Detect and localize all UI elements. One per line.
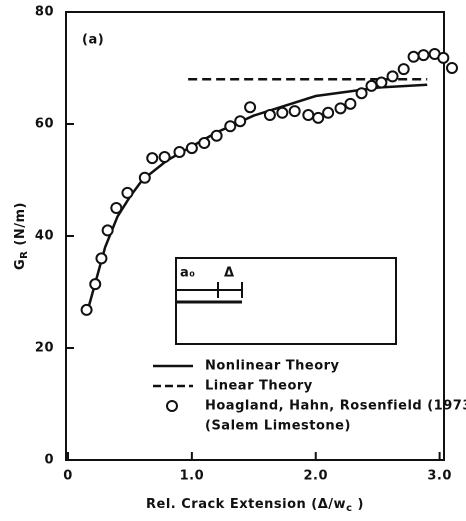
data-point — [185, 142, 198, 155]
data-point — [446, 62, 458, 74]
data-point — [417, 49, 430, 62]
inset — [175, 257, 397, 345]
inset-label: Δ — [224, 266, 235, 281]
data-point — [355, 87, 368, 100]
data-point — [146, 152, 159, 165]
x-tick-label: 2.0 — [303, 469, 328, 484]
data-point — [234, 115, 247, 128]
data-point — [288, 105, 301, 118]
data-point — [397, 63, 410, 76]
data-point — [138, 171, 151, 184]
data-point — [173, 146, 186, 158]
y-tick-label: 40 — [35, 229, 54, 244]
x-tick-label: 0 — [63, 469, 73, 484]
data-point — [386, 70, 399, 83]
y-axis-label: GR (N/m) — [13, 202, 31, 270]
data-point — [110, 202, 123, 214]
legend-marker — [166, 400, 178, 412]
data-point — [158, 151, 171, 164]
data-point — [312, 111, 325, 124]
x-tick-label: 1.0 — [180, 469, 205, 484]
data-point — [244, 101, 257, 114]
data-point — [224, 120, 237, 133]
x-tick-label: 3.0 — [427, 469, 452, 484]
data-point — [198, 137, 211, 150]
y-tick-label: 80 — [35, 5, 54, 20]
y-tick-label: 60 — [35, 117, 54, 132]
data-point — [302, 109, 315, 122]
data-point — [101, 224, 114, 237]
panel-label: (a) — [82, 33, 104, 48]
data-point — [80, 303, 93, 316]
data-point — [375, 76, 388, 89]
data-point — [210, 129, 223, 142]
data-point — [437, 51, 450, 64]
legend-label: Linear Theory — [205, 379, 313, 394]
inset-label: a₀ — [180, 266, 195, 281]
data-point — [95, 252, 108, 265]
curve — [85, 83, 428, 315]
data-point — [365, 79, 378, 92]
data-point — [344, 97, 357, 110]
data-point — [407, 50, 420, 63]
data-point — [121, 186, 134, 199]
legend-label: Nonlinear Theory — [205, 359, 340, 374]
y-tick-label: 20 — [35, 341, 54, 356]
x-axis-label: Rel. Crack Extension (Δ/wc ) — [146, 497, 364, 515]
data-point — [263, 109, 276, 122]
data-point — [322, 106, 335, 119]
data-point — [89, 278, 102, 291]
legend-note: (Salem Limestone) — [205, 419, 351, 434]
y-tick-label: 0 — [44, 453, 54, 468]
data-point — [334, 102, 347, 115]
legend-label: Hoagland, Hahn, Rosenfield (1973) — [205, 399, 466, 414]
data-point — [276, 106, 289, 119]
